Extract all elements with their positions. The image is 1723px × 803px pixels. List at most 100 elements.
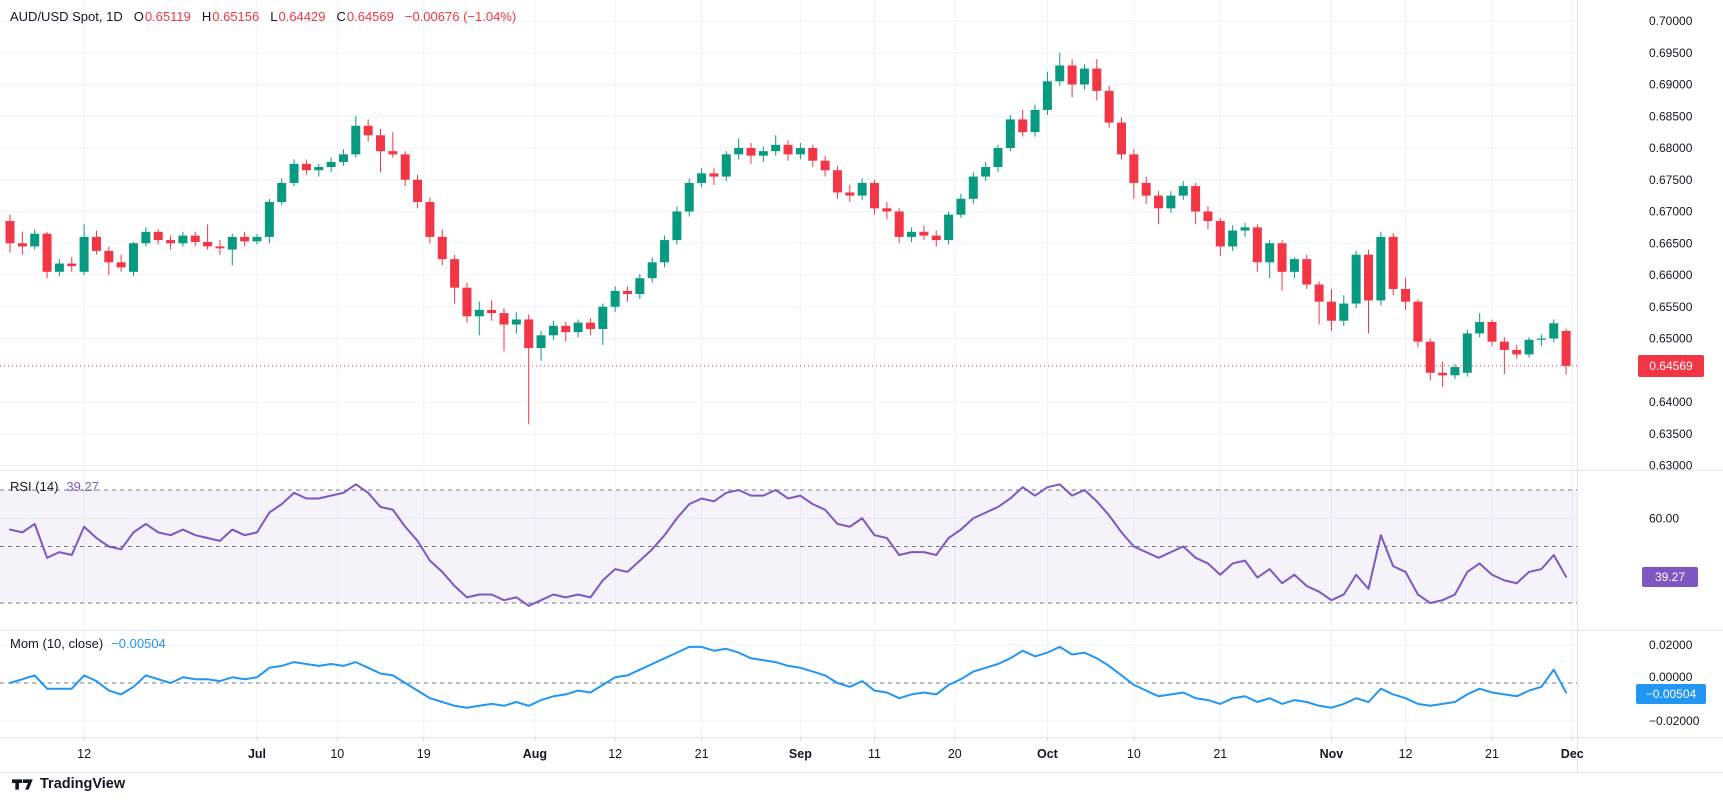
- candle-down[interactable]: [17, 231, 27, 255]
- candle-down[interactable]: [1203, 206, 1213, 230]
- candle-up[interactable]: [474, 301, 484, 336]
- candle-up[interactable]: [944, 211, 954, 245]
- tradingview-watermark[interactable]: TradingView: [12, 776, 125, 792]
- candle-up[interactable]: [968, 172, 978, 204]
- candle-down[interactable]: [894, 208, 904, 244]
- candle-down[interactable]: [1104, 85, 1114, 128]
- candle-up[interactable]: [1042, 71, 1052, 115]
- candle-up[interactable]: [981, 161, 991, 182]
- candle-down[interactable]: [561, 321, 571, 342]
- candle-down[interactable]: [425, 197, 435, 244]
- candle-up[interactable]: [326, 157, 336, 173]
- candle-down[interactable]: [450, 254, 460, 304]
- candle-down[interactable]: [585, 318, 595, 336]
- candle-up[interactable]: [672, 206, 682, 245]
- candle-up[interactable]: [1339, 295, 1349, 326]
- candle-up[interactable]: [907, 227, 917, 242]
- candle-up[interactable]: [721, 151, 731, 182]
- candle-up[interactable]: [758, 146, 768, 162]
- candle-down[interactable]: [388, 132, 398, 158]
- candle-up[interactable]: [1376, 231, 1386, 306]
- pane-separators[interactable]: [0, 0, 1723, 773]
- candle-up[interactable]: [178, 231, 188, 247]
- candle-down[interactable]: [240, 231, 250, 247]
- candle-down[interactable]: [1561, 328, 1571, 375]
- candle-up[interactable]: [252, 233, 262, 245]
- candlestick-series[interactable]: [5, 52, 1571, 425]
- candle-down[interactable]: [882, 201, 892, 220]
- candle-down[interactable]: [1364, 249, 1373, 334]
- candle-up[interactable]: [338, 149, 348, 166]
- price-axis[interactable]: 0.70000 0.69500 0.69000 0.68500 0.68000 0.675…: [1649, 14, 1700, 728]
- candle-up[interactable]: [795, 142, 805, 160]
- candle-down[interactable]: [376, 128, 385, 173]
- momentum-legend[interactable]: Mom (10, close) −0.00504: [10, 636, 166, 651]
- candle-up[interactable]: [1450, 363, 1460, 380]
- candle-up[interactable]: [1524, 337, 1534, 358]
- candle-down[interactable]: [5, 214, 15, 253]
- candle-down[interactable]: [1314, 281, 1324, 325]
- candle-up[interactable]: [511, 311, 521, 334]
- candle-up[interactable]: [1005, 114, 1015, 152]
- candle-up[interactable]: [548, 320, 558, 340]
- candle-down[interactable]: [870, 179, 879, 215]
- candle-down[interactable]: [524, 314, 534, 425]
- candle-down[interactable]: [931, 230, 941, 247]
- candle-down[interactable]: [1277, 240, 1287, 291]
- candle-down[interactable]: [1499, 337, 1509, 375]
- candle-down[interactable]: [153, 229, 163, 245]
- candle-down[interactable]: [301, 159, 311, 175]
- candle-down[interactable]: [104, 246, 114, 275]
- candle-down[interactable]: [919, 225, 929, 241]
- candle-up[interactable]: [857, 178, 867, 201]
- candle-down[interactable]: [1326, 288, 1336, 331]
- candle-up[interactable]: [697, 168, 707, 188]
- candle-up[interactable]: [956, 193, 966, 218]
- candle-down[interactable]: [1413, 299, 1423, 348]
- candle-up[interactable]: [660, 235, 670, 268]
- candle-up[interactable]: [1475, 313, 1485, 338]
- candle-down[interactable]: [1512, 344, 1522, 359]
- candle-up[interactable]: [993, 144, 1003, 173]
- candle-up[interactable]: [734, 138, 744, 160]
- candle-down[interactable]: [1117, 117, 1126, 160]
- candle-up[interactable]: [536, 330, 546, 361]
- candle-up[interactable]: [264, 198, 274, 244]
- candle-down[interactable]: [832, 165, 842, 199]
- candle-up[interactable]: [635, 273, 645, 300]
- candle-down[interactable]: [845, 184, 855, 202]
- candle-down[interactable]: [1487, 319, 1497, 347]
- candle-up[interactable]: [1536, 334, 1546, 347]
- candle-down[interactable]: [413, 174, 423, 209]
- candle-down[interactable]: [783, 140, 793, 161]
- candle-up[interactable]: [141, 227, 151, 247]
- candle-up[interactable]: [1462, 329, 1472, 377]
- candle-up[interactable]: [54, 259, 64, 277]
- candle-down[interactable]: [462, 282, 472, 323]
- candle-down[interactable]: [1401, 277, 1411, 310]
- candle-up[interactable]: [1265, 240, 1275, 279]
- candle-down[interactable]: [116, 254, 126, 272]
- candle-down[interactable]: [1388, 233, 1398, 296]
- candle-down[interactable]: [1438, 361, 1448, 387]
- candle-down[interactable]: [1141, 176, 1151, 204]
- candle-down[interactable]: [203, 224, 213, 250]
- candle-down[interactable]: [1215, 217, 1225, 256]
- candle-down[interactable]: [400, 151, 410, 187]
- candle-down[interactable]: [1425, 338, 1435, 381]
- candle-down[interactable]: [166, 235, 176, 250]
- candle-up[interactable]: [277, 178, 287, 206]
- candle-up[interactable]: [684, 178, 694, 217]
- symbol-legend[interactable]: AUD/USD Spot, 1D O 0.65119 H 0.65156 L 0.64…: [10, 9, 516, 24]
- candle-up[interactable]: [1055, 52, 1065, 86]
- candle-down[interactable]: [1018, 109, 1028, 137]
- candle-down[interactable]: [623, 286, 632, 302]
- candle-up[interactable]: [1289, 257, 1299, 279]
- candle-up[interactable]: [30, 229, 40, 250]
- candle-up[interactable]: [351, 115, 361, 158]
- candle-up[interactable]: [610, 286, 620, 312]
- candle-down[interactable]: [437, 229, 447, 266]
- candle-down[interactable]: [499, 308, 509, 352]
- candle-up[interactable]: [1178, 181, 1188, 201]
